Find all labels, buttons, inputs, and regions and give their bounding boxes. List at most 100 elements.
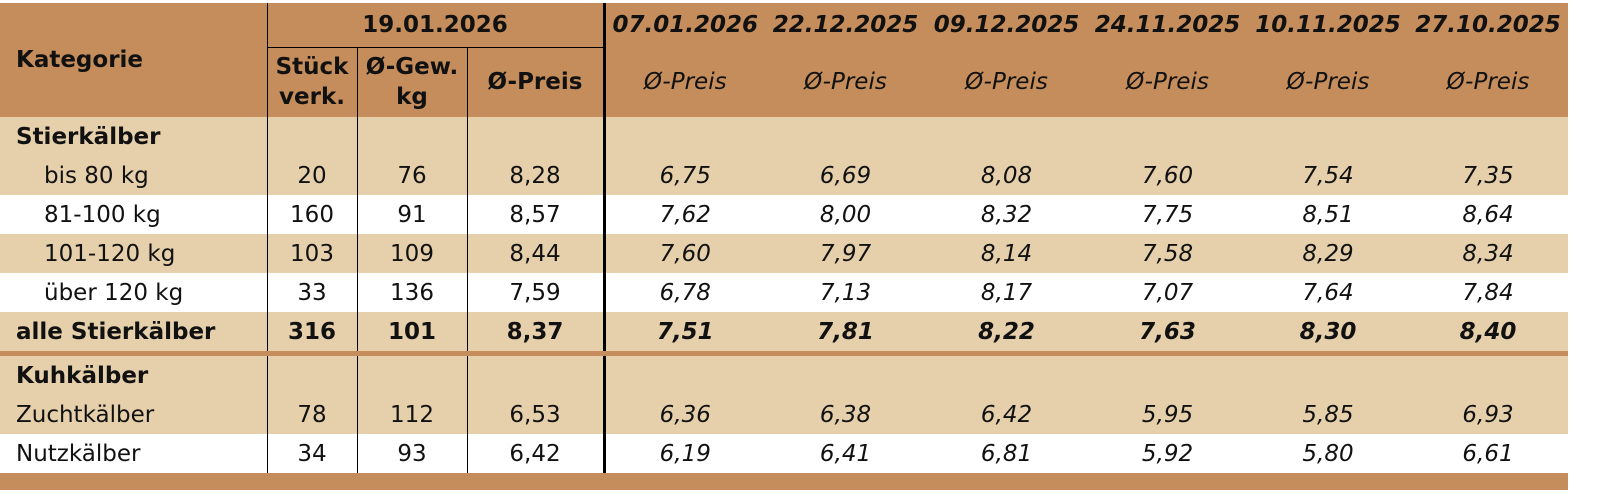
header-row: Kategorie 19.01.2026 07.01.2026 22.12.2025 0… [0, 3, 1568, 73]
category-header: Kategorie [16, 47, 144, 73]
data-row: Nutzkälber 34 93 6,42 6,19 6,41 6,81 5,92 5,80 6,… [0, 434, 1568, 473]
cell: 7,64 [1302, 279, 1354, 306]
cell: 8,28 [466, 156, 606, 195]
cell: 8,37 [466, 312, 606, 354]
cell: 7,58 [1141, 240, 1194, 267]
empty-cell [466, 117, 606, 156]
cell: 6,69 [819, 162, 872, 189]
cell: 8,30 [1299, 318, 1357, 345]
section-title: Kuhkälber [0, 351, 267, 395]
footer-band [0, 473, 1568, 490]
cell: 160 [266, 195, 357, 234]
cell: 7,07 [1141, 279, 1194, 306]
empty-cell [604, 351, 1568, 395]
cell: 76 [356, 156, 467, 195]
cell: 8,00 [819, 201, 872, 228]
past-date: 24.11.2025 [1094, 12, 1241, 38]
row-label: alle Stierkälber [16, 318, 216, 345]
cell: 8,22 [978, 318, 1035, 345]
footer-band-cell [0, 473, 1568, 490]
empty-cell [356, 117, 467, 156]
cell: 91 [356, 195, 467, 234]
cell: 8,64 [1462, 201, 1514, 228]
data-row: 81-100 kg 160 91 8,57 7,62 8,00 8,32 7,75 8,51 8,… [0, 195, 1568, 234]
cell: 6,75 [659, 162, 711, 189]
cell: 33 [266, 273, 357, 312]
cell: 101 [356, 312, 467, 354]
table-body: Stierkälber bis 80 kg 20 76 8,28 6,75 6,69 8,08… [0, 117, 1568, 490]
cell: 5,80 [1302, 440, 1354, 467]
cell: 5,95 [1141, 401, 1194, 428]
cell: 7,60 [1141, 162, 1194, 189]
empty-cell [356, 351, 467, 395]
cell: 6,41 [819, 440, 872, 467]
cell: 20 [266, 156, 357, 195]
past-date: 10.11.2025 [1255, 12, 1401, 38]
cell: 6,93 [1462, 401, 1514, 428]
table-header: Kategorie 19.01.2026 07.01.2026 22.12.2025 0… [0, 3, 1568, 117]
cell: 136 [356, 273, 467, 312]
cell: 7,84 [1462, 279, 1514, 306]
page: Kategorie 19.01.2026 07.01.2026 22.12.2025 0… [0, 3, 1597, 502]
section-row: Stierkälber [0, 117, 1568, 156]
row-label: 81-100 kg [44, 201, 161, 228]
current-date: 19.01.2026 [266, 3, 606, 48]
data-row: über 120 kg 33 136 7,59 6,78 7,13 8,17 7,07 7,64… [0, 273, 1568, 312]
past-date: 22.12.2025 [772, 12, 919, 38]
cell: 6,53 [466, 395, 606, 434]
cell: 8,40 [1459, 318, 1517, 345]
row-label: Zuchtkälber [16, 401, 155, 428]
empty-cell [466, 351, 606, 395]
row-label: bis 80 kg [44, 162, 149, 189]
empty-cell [604, 117, 1568, 156]
cell: 6,38 [819, 401, 872, 428]
cell: 7,81 [817, 318, 874, 345]
column-header: Ø-Preis [965, 69, 1048, 95]
past-date: 27.10.2025 [1415, 12, 1561, 38]
empty-cell [266, 351, 357, 395]
past-date: 07.01.2026 [612, 12, 758, 38]
column-header: Ø-Preis [1286, 69, 1370, 95]
cell: 8,29 [1302, 240, 1354, 267]
cell: 7,97 [819, 240, 872, 267]
cell: 6,81 [980, 440, 1033, 467]
cell: 8,14 [980, 240, 1033, 267]
cell: 5,92 [1141, 440, 1194, 467]
cell: 7,59 [466, 273, 606, 312]
cell: 6,78 [659, 279, 711, 306]
price-table: Kategorie 19.01.2026 07.01.2026 22.12.2025 0… [0, 3, 1568, 490]
cell: 7,63 [1139, 318, 1196, 345]
cell: 7,54 [1302, 162, 1354, 189]
data-row: bis 80 kg 20 76 8,28 6,75 6,69 8,08 7,60 7,54 7,3… [0, 156, 1568, 195]
cell: 316 [266, 312, 357, 354]
past-date: 09.12.2025 [933, 12, 1080, 38]
cell: 7,35 [1462, 162, 1514, 189]
column-header: Ø-Preis [1126, 69, 1209, 95]
cell: 6,61 [1462, 440, 1514, 467]
cell: 8,44 [466, 234, 606, 273]
column-header: Ø-Gew. kg [356, 47, 467, 117]
cell: 7,51 [656, 318, 714, 345]
cell: 8,17 [980, 279, 1033, 306]
header-row: Stück verk. Ø-Gew. kg Ø-Preis Ø-Preis Ø-Prei… [0, 47, 1568, 117]
cell: 8,51 [1302, 201, 1354, 228]
data-row: Zuchtkälber 78 112 6,53 6,36 6,38 6,42 5,95 5,85… [0, 395, 1568, 434]
empty-cell [266, 117, 357, 156]
cell: 8,32 [980, 201, 1033, 228]
row-label: über 120 kg [44, 279, 184, 306]
column-header: Ø-Preis [466, 47, 606, 117]
column-header: Ø-Preis [1446, 69, 1530, 95]
cell: 7,62 [659, 201, 711, 228]
cell: 6,36 [659, 401, 711, 428]
data-row: 101-120 kg 103 109 8,44 7,60 7,97 8,14 7,58 8,29… [0, 234, 1568, 273]
column-header: Ø-Preis [804, 69, 887, 95]
cell: 7,60 [659, 240, 711, 267]
cell: 7,13 [819, 279, 872, 306]
cell: 6,19 [659, 440, 711, 467]
cell: 34 [266, 434, 357, 473]
cell: 93 [356, 434, 467, 473]
row-label: 101-120 kg [44, 240, 176, 267]
cell: 103 [266, 234, 357, 273]
cell: 8,34 [1462, 240, 1514, 267]
cell: 6,42 [466, 434, 606, 473]
